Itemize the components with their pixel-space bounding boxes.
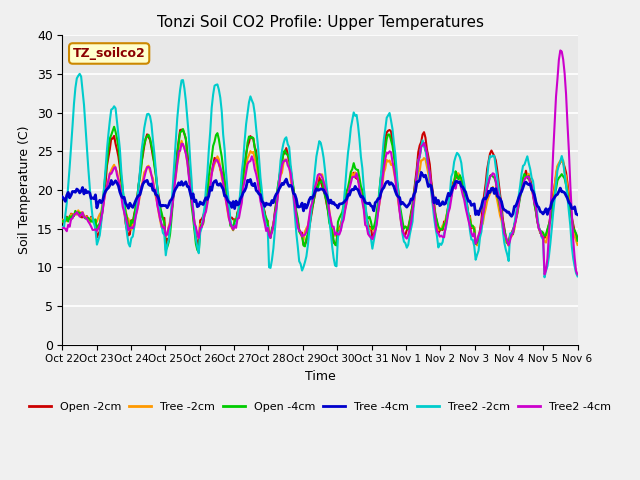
- Y-axis label: Soil Temperature (C): Soil Temperature (C): [19, 126, 31, 254]
- Title: Tonzi Soil CO2 Profile: Upper Temperatures: Tonzi Soil CO2 Profile: Upper Temperatur…: [157, 15, 483, 30]
- Text: TZ_soilco2: TZ_soilco2: [73, 47, 145, 60]
- Legend: Open -2cm, Tree -2cm, Open -4cm, Tree -4cm, Tree2 -2cm, Tree2 -4cm: Open -2cm, Tree -2cm, Open -4cm, Tree -4…: [24, 397, 616, 416]
- X-axis label: Time: Time: [305, 370, 335, 383]
